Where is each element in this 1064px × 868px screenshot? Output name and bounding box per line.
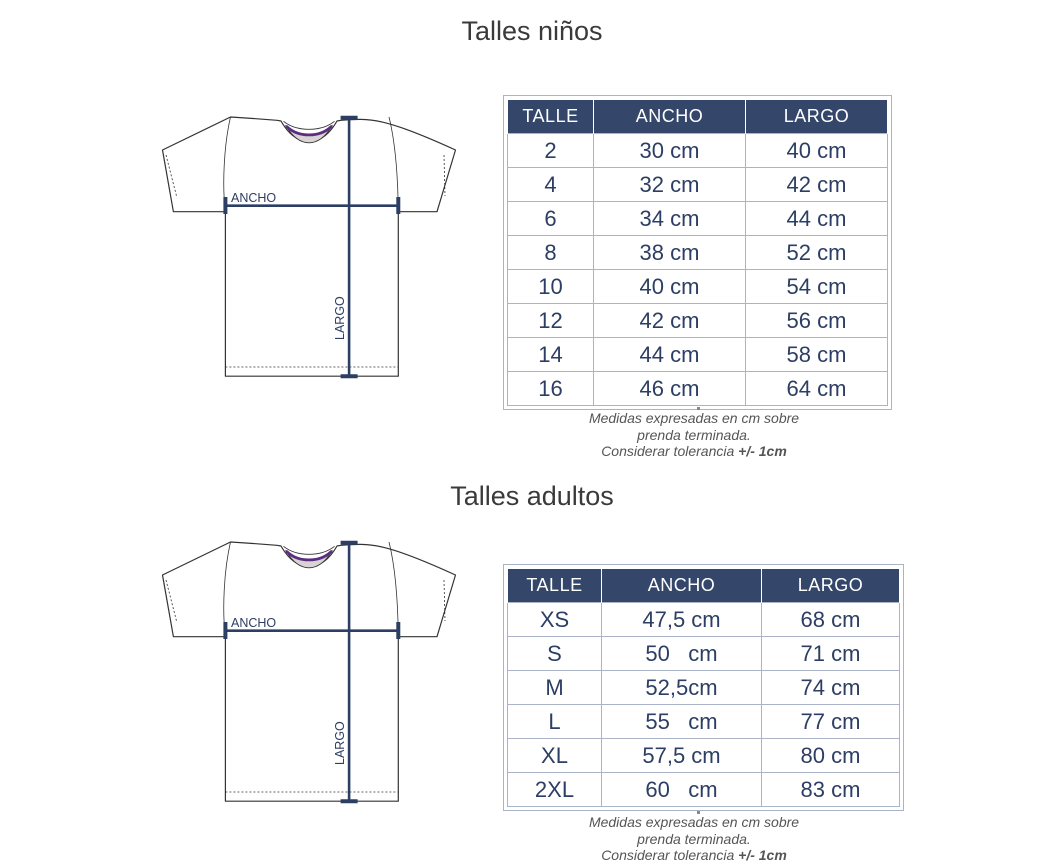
svg-text:ANCHO: ANCHO xyxy=(231,616,276,630)
svg-text:ANCHO: ANCHO xyxy=(231,191,276,205)
svg-text:LARGO: LARGO xyxy=(333,721,347,765)
svg-text:LARGO: LARGO xyxy=(333,296,347,340)
